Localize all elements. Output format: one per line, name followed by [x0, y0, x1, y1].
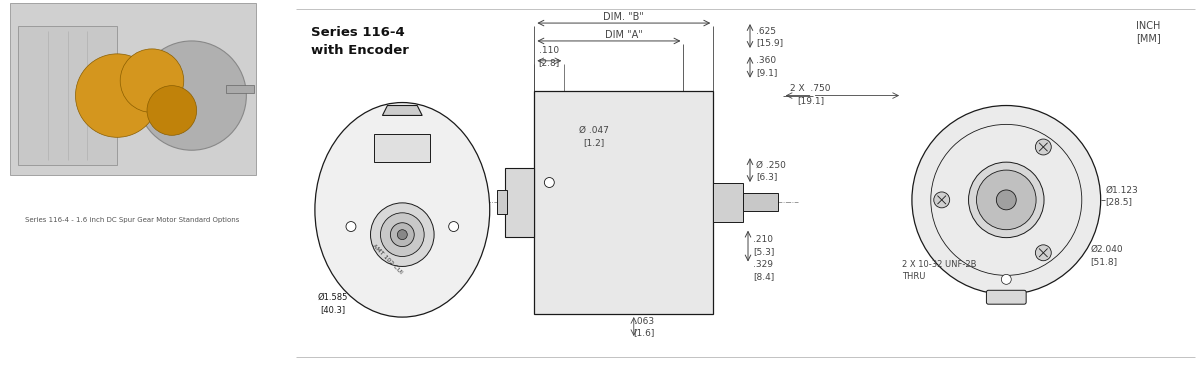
Text: .329: .329 — [752, 260, 773, 269]
Bar — [10, 3, 257, 175]
Bar — [534, 91, 713, 314]
Circle shape — [148, 86, 197, 135]
Text: [5.3]: [5.3] — [752, 247, 774, 256]
Circle shape — [996, 190, 1016, 210]
Text: with Encoder: with Encoder — [311, 44, 409, 57]
Circle shape — [977, 170, 1036, 230]
Text: DIM "A": DIM "A" — [605, 30, 643, 40]
Circle shape — [1036, 245, 1051, 261]
Text: Series 116-4 - 1.6 inch DC Spur Gear Motor Standard Options: Series 116-4 - 1.6 inch DC Spur Gear Mot… — [25, 217, 239, 223]
Text: [40.3]: [40.3] — [320, 305, 346, 314]
Bar — [505, 168, 534, 237]
Text: Ø .047: Ø .047 — [580, 126, 610, 135]
Text: .210: .210 — [752, 235, 773, 244]
Circle shape — [397, 230, 407, 240]
Text: [8.4]: [8.4] — [752, 272, 774, 281]
Circle shape — [137, 41, 246, 150]
Circle shape — [1001, 274, 1012, 284]
Text: INCH: INCH — [1136, 21, 1160, 31]
Circle shape — [390, 223, 414, 247]
Text: [19.1]: [19.1] — [798, 96, 824, 105]
Text: DIM. "B": DIM. "B" — [604, 12, 644, 22]
Circle shape — [968, 162, 1044, 238]
Text: [15.9]: [15.9] — [756, 38, 784, 48]
Bar — [374, 134, 430, 162]
Text: 2 X  .750: 2 X .750 — [790, 84, 830, 93]
Text: .625: .625 — [756, 26, 776, 36]
Bar — [497, 190, 506, 214]
FancyBboxPatch shape — [986, 290, 1026, 304]
Text: .063: .063 — [634, 317, 654, 326]
Text: [28.5]: [28.5] — [1105, 197, 1133, 206]
Circle shape — [380, 213, 424, 257]
Text: AMT 102 CUI: AMT 102 CUI — [372, 244, 403, 275]
Circle shape — [545, 178, 554, 187]
Text: .110: .110 — [539, 46, 559, 55]
Text: [1.2]: [1.2] — [583, 138, 605, 147]
Circle shape — [120, 49, 184, 112]
Circle shape — [912, 105, 1100, 294]
Text: Ø1.585: Ø1.585 — [318, 293, 348, 302]
Circle shape — [449, 221, 458, 232]
Text: 2 X 10-32 UNF-2B: 2 X 10-32 UNF-2B — [902, 260, 977, 269]
Bar — [713, 183, 743, 222]
Bar — [18, 26, 118, 165]
Text: Ø1.123: Ø1.123 — [1105, 186, 1139, 194]
Text: Ø .250: Ø .250 — [756, 161, 786, 169]
Text: THRU: THRU — [902, 272, 925, 281]
Circle shape — [371, 203, 434, 266]
Ellipse shape — [314, 102, 490, 317]
Text: [6.3]: [6.3] — [756, 172, 778, 182]
Text: .360: .360 — [756, 56, 776, 65]
Text: [1.6]: [1.6] — [634, 329, 654, 337]
Text: [51.8]: [51.8] — [1091, 257, 1118, 266]
Bar — [743, 193, 778, 211]
Text: [9.1]: [9.1] — [756, 68, 778, 77]
Text: [MM]: [MM] — [1136, 33, 1160, 43]
Circle shape — [76, 54, 158, 137]
Circle shape — [1036, 139, 1051, 155]
Text: Ø2.040: Ø2.040 — [1091, 245, 1123, 254]
Circle shape — [934, 192, 949, 208]
Circle shape — [346, 221, 356, 232]
Text: [2.8]: [2.8] — [539, 58, 560, 67]
Polygon shape — [383, 105, 422, 115]
Text: Series 116-4: Series 116-4 — [311, 26, 404, 40]
Bar — [227, 85, 254, 93]
